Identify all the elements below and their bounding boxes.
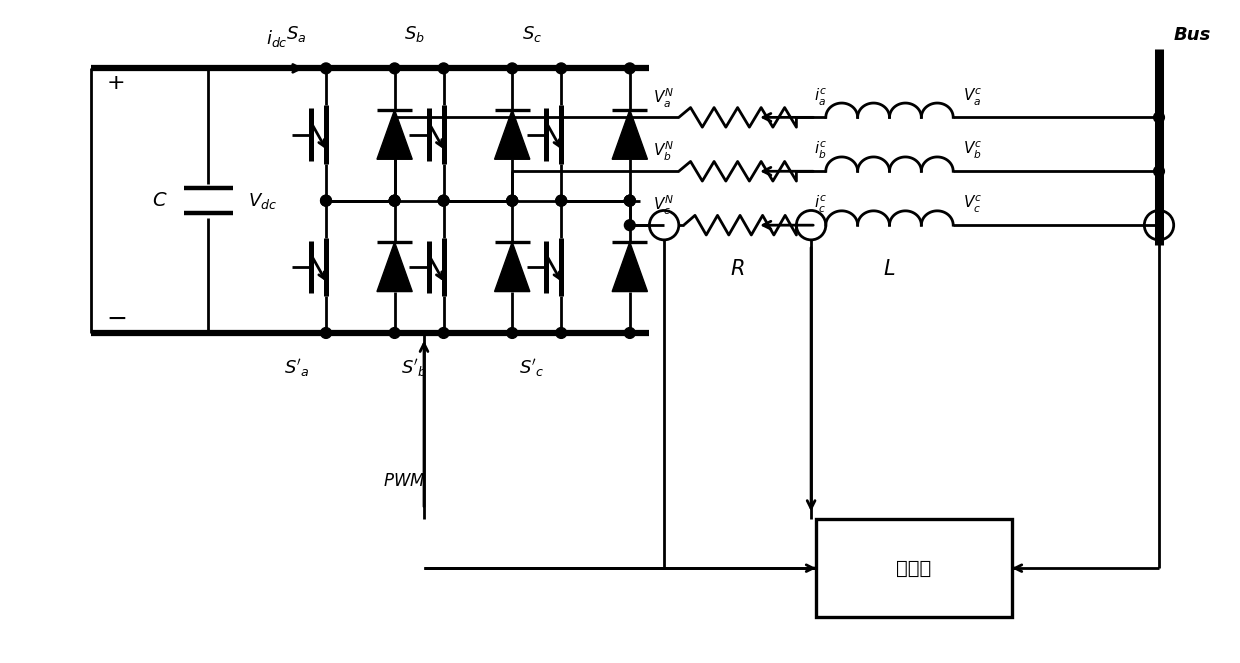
Circle shape	[556, 63, 567, 74]
Text: $V_{dc}$: $V_{dc}$	[248, 191, 277, 211]
Circle shape	[321, 328, 331, 338]
Text: $C$: $C$	[151, 191, 167, 210]
Text: $V_b^N$: $V_b^N$	[652, 141, 673, 164]
Polygon shape	[495, 110, 529, 159]
Polygon shape	[613, 110, 647, 159]
Circle shape	[438, 63, 449, 74]
Circle shape	[625, 328, 635, 338]
Text: $V_c^c$: $V_c^c$	[963, 194, 982, 215]
Text: $PWM$: $PWM$	[383, 472, 425, 490]
Text: $+$: $+$	[105, 73, 124, 93]
Circle shape	[556, 196, 567, 206]
Text: $L$: $L$	[883, 259, 895, 280]
Circle shape	[438, 196, 449, 206]
Text: $i_c^c$: $i_c^c$	[815, 194, 827, 215]
Circle shape	[625, 63, 635, 74]
Text: $S'_{a}$: $S'_{a}$	[284, 357, 310, 379]
Circle shape	[389, 196, 401, 206]
Circle shape	[507, 196, 517, 206]
Text: $i_b^c$: $i_b^c$	[815, 141, 827, 162]
Text: $S_{b}$: $S_{b}$	[404, 24, 424, 44]
Circle shape	[438, 196, 449, 206]
Circle shape	[507, 196, 517, 206]
Text: $S_{c}$: $S_{c}$	[522, 24, 542, 44]
Text: $S'_{c}$: $S'_{c}$	[520, 357, 544, 379]
Bar	[816, 519, 1012, 617]
Text: 控制器: 控制器	[897, 559, 931, 577]
Circle shape	[625, 196, 635, 206]
Text: Bus: Bus	[1174, 26, 1211, 44]
Circle shape	[389, 63, 401, 74]
Text: $i_a^c$: $i_a^c$	[815, 86, 827, 107]
Text: $V_a^N$: $V_a^N$	[652, 86, 673, 109]
Circle shape	[507, 196, 517, 206]
Circle shape	[389, 328, 401, 338]
Circle shape	[507, 63, 517, 74]
Circle shape	[389, 196, 401, 206]
Circle shape	[1153, 112, 1164, 123]
Text: $i_{dc}$: $i_{dc}$	[267, 28, 288, 49]
Circle shape	[321, 196, 331, 206]
Text: $S_{a}$: $S_{a}$	[286, 24, 306, 44]
Polygon shape	[377, 242, 412, 292]
Circle shape	[556, 196, 567, 206]
Text: $V_a^c$: $V_a^c$	[963, 86, 982, 107]
Polygon shape	[377, 110, 412, 159]
Circle shape	[625, 196, 635, 206]
Circle shape	[321, 63, 331, 74]
Polygon shape	[495, 242, 529, 292]
Circle shape	[321, 196, 331, 206]
Text: $R$: $R$	[730, 259, 745, 280]
Polygon shape	[613, 242, 647, 292]
Circle shape	[1153, 166, 1164, 176]
Circle shape	[389, 196, 401, 206]
Circle shape	[556, 328, 567, 338]
Text: $S'_{b}$: $S'_{b}$	[401, 357, 428, 379]
Circle shape	[507, 328, 517, 338]
Circle shape	[438, 328, 449, 338]
Text: $V_c^N$: $V_c^N$	[652, 194, 673, 217]
Text: $-$: $-$	[105, 306, 125, 330]
Circle shape	[625, 219, 635, 231]
Text: $V_b^c$: $V_b^c$	[963, 141, 982, 162]
Circle shape	[625, 196, 635, 206]
